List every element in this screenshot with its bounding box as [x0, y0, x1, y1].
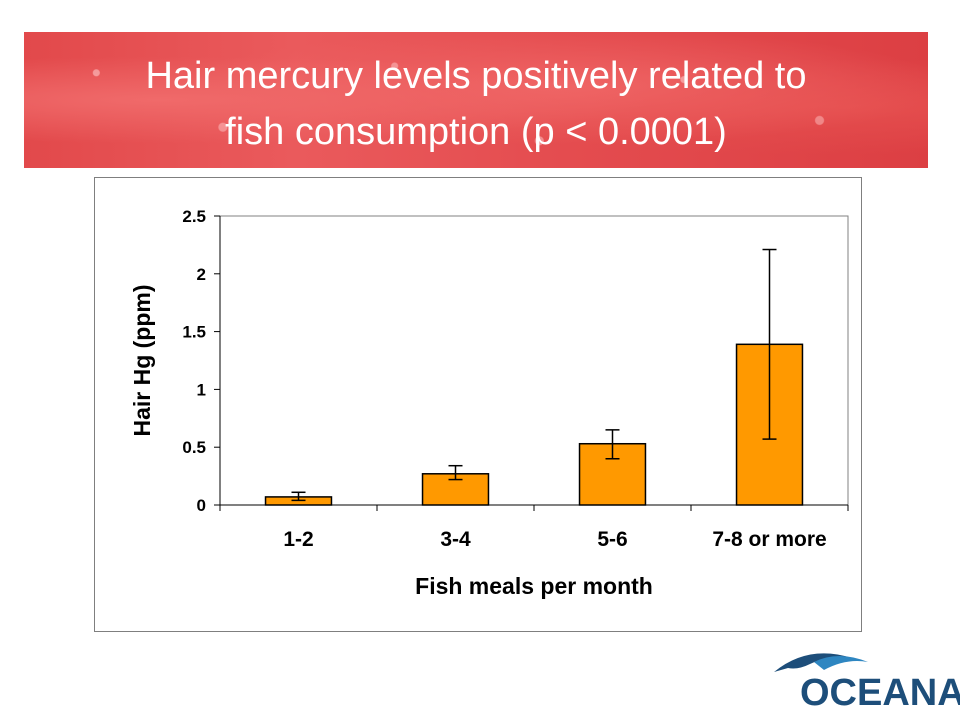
slide-title: Hair mercury levels positively related t… — [24, 48, 928, 160]
y-axis-label: Hair Hg (ppm) — [129, 284, 155, 436]
dolphin-icon — [774, 653, 868, 672]
x-tick-label: 1-2 — [283, 528, 313, 551]
slide-title-line-1: Hair mercury levels positively related t… — [145, 55, 807, 97]
y-tick-label: 0 — [197, 496, 206, 515]
y-tick-label: 0.5 — [182, 438, 206, 457]
y-tick-label: 2.5 — [182, 207, 206, 226]
x-tick-label: 5-6 — [597, 528, 627, 551]
y-tick-label: 2 — [197, 265, 206, 284]
title-banner — [24, 32, 928, 168]
y-tick-label: 1 — [197, 380, 206, 399]
x-axis-label: Fish meals per month — [415, 573, 653, 599]
chart-frame — [94, 177, 862, 632]
slide-title-line-2: fish consumption (p < 0.0001) — [225, 111, 727, 153]
x-tick-label: 3-4 — [440, 528, 471, 551]
oceana-logo-text: OCEANA — [800, 672, 960, 714]
y-tick-label: 1.5 — [182, 323, 206, 342]
x-tick-label: 7-8 or more — [712, 528, 826, 551]
